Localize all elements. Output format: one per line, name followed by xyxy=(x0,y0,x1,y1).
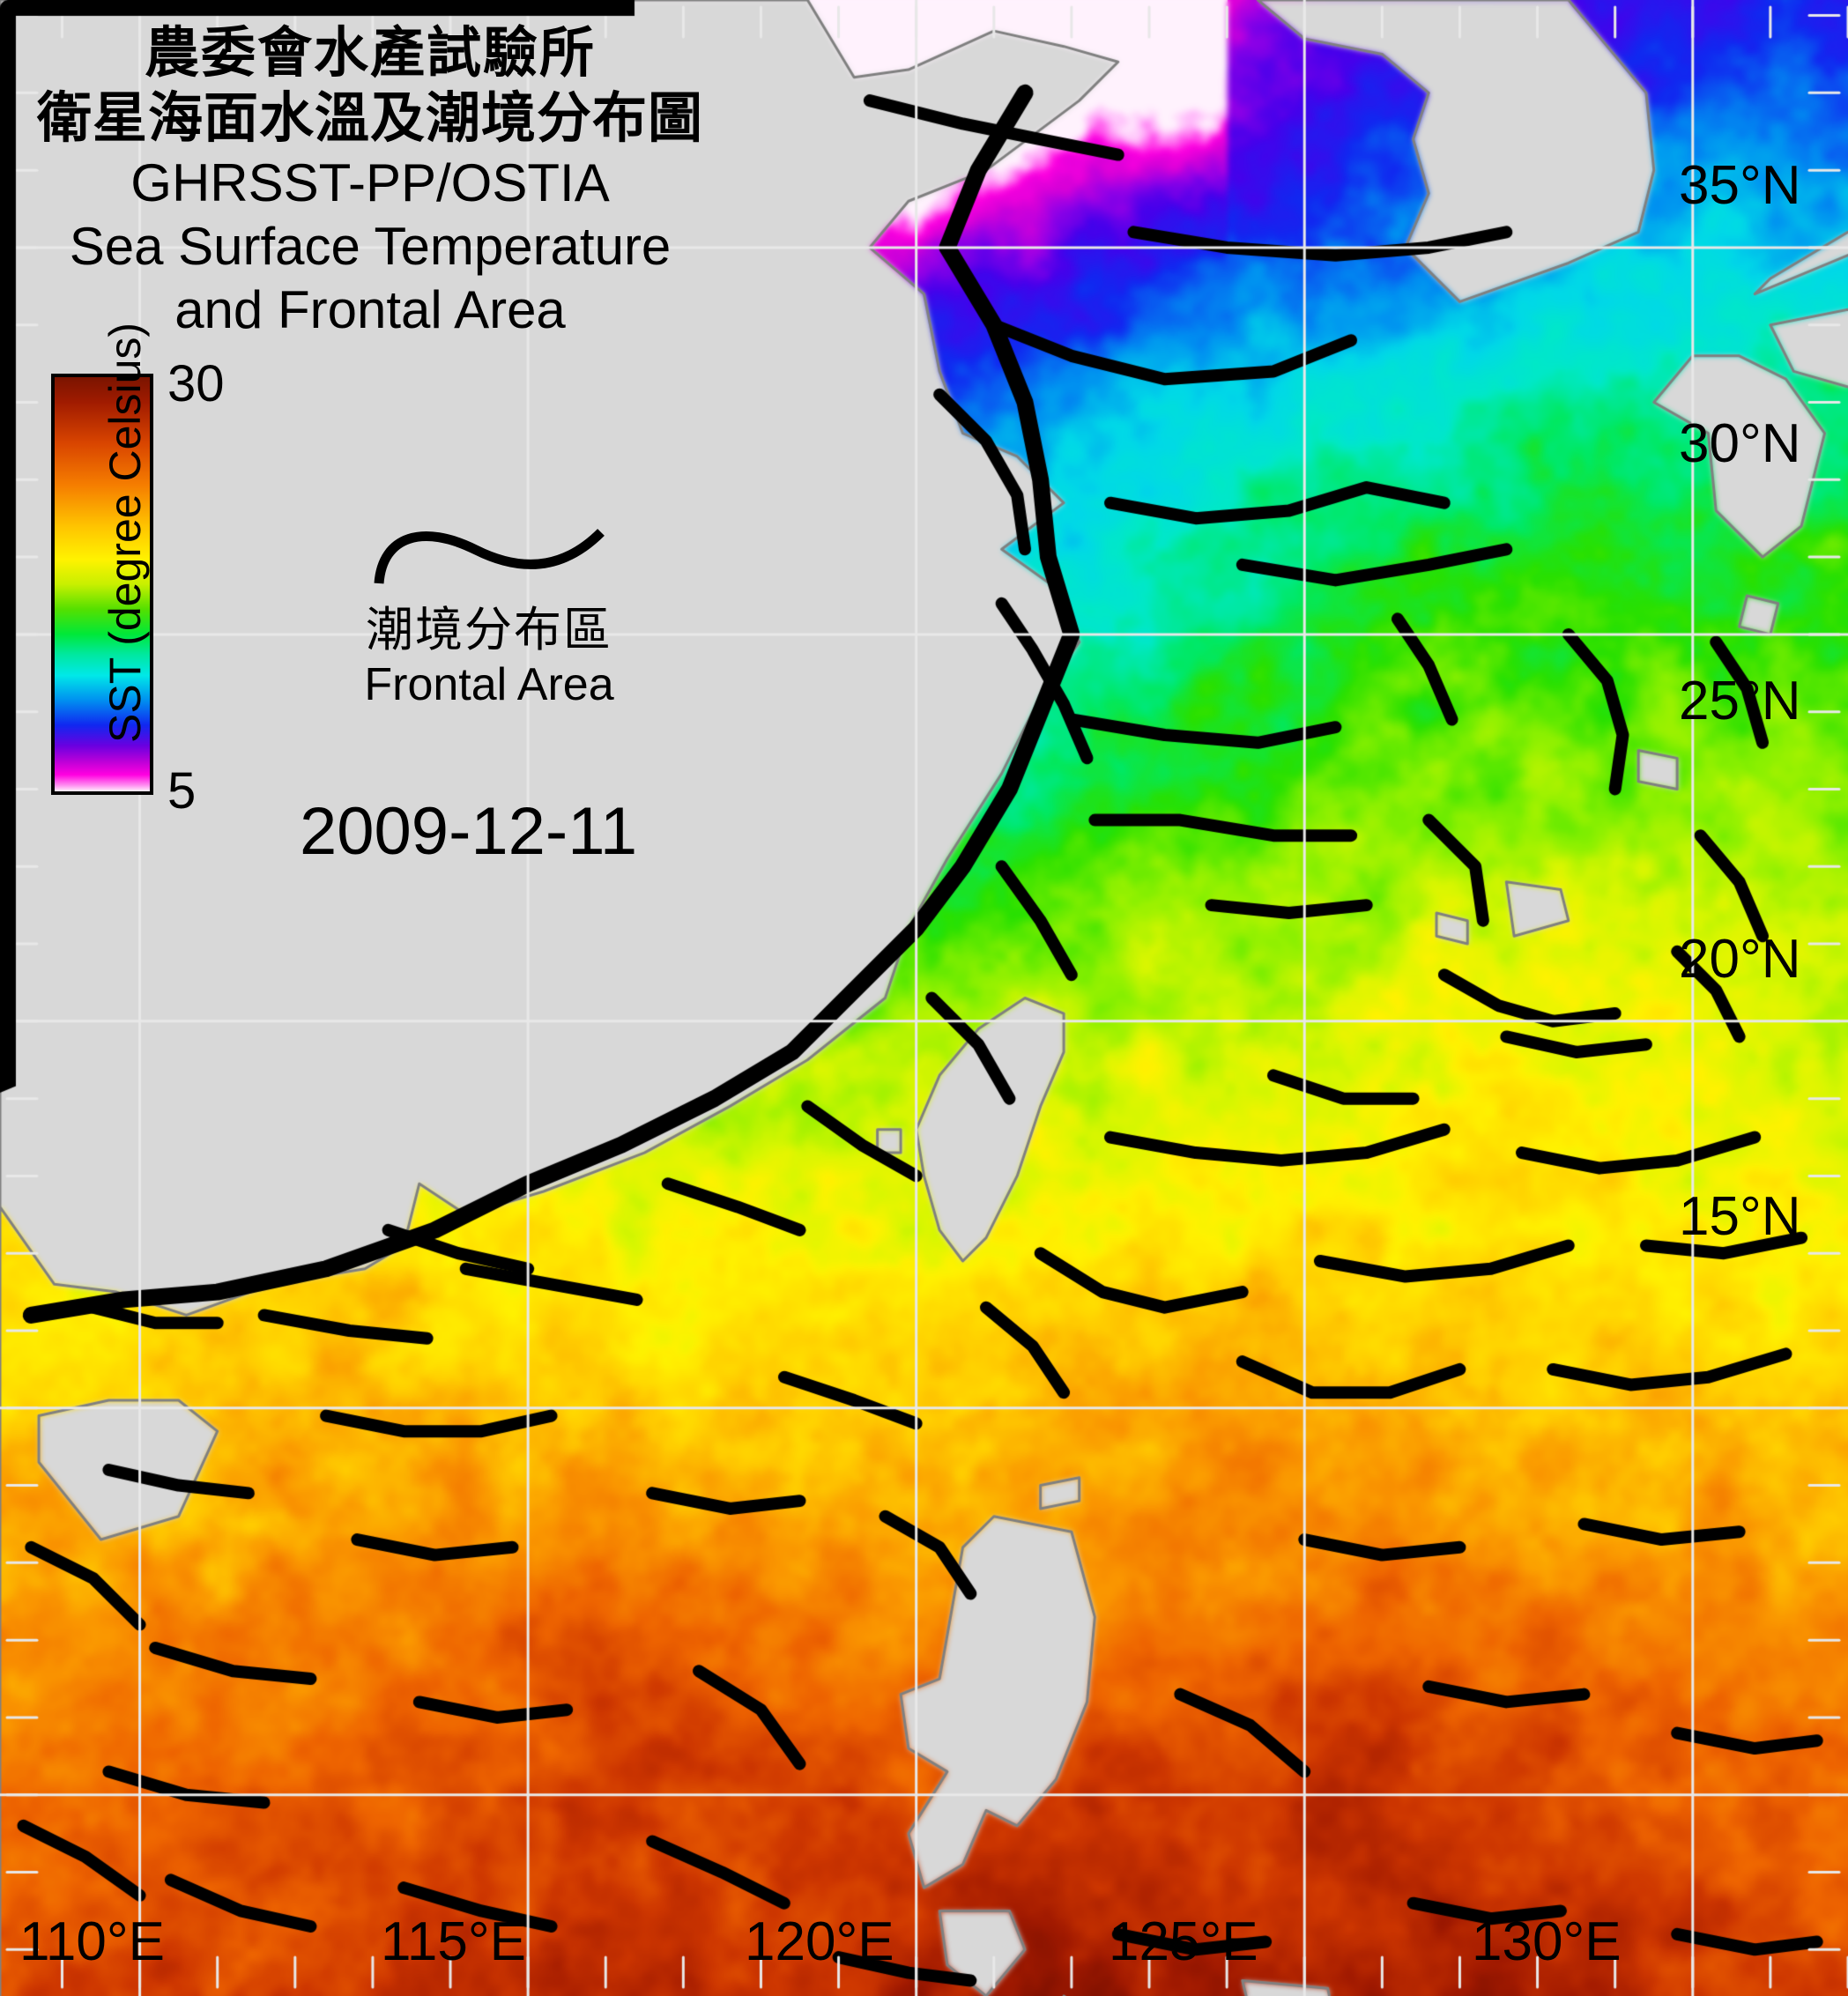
lon-label-110e: 110°E xyxy=(19,1911,165,1972)
lon-label-130e: 130°E xyxy=(1472,1911,1622,1972)
lat-label-15n: 15°N xyxy=(1679,1186,1801,1247)
frontal-line-icon xyxy=(374,529,605,584)
frontal-area-legend: 潮境分布區 Frontal Area xyxy=(344,520,635,712)
lon-label-115e: 115°E xyxy=(381,1911,526,1972)
lat-label-20n: 20°N xyxy=(1679,929,1801,990)
frontal-legend-label-en: Frontal Area xyxy=(364,659,614,710)
frontal-legend-label-zh: 潮境分布區 xyxy=(366,604,612,657)
colorbar-max-label: 30 xyxy=(167,355,225,412)
colorbar-min-label: 5 xyxy=(167,762,197,820)
lon-label-120e: 120°E xyxy=(745,1911,894,1972)
lat-label-25n: 25°N xyxy=(1679,671,1801,731)
sst-colorbar xyxy=(51,374,153,795)
lon-label-125e: 125°E xyxy=(1109,1911,1258,1972)
date-label: 2009-12-11 xyxy=(300,794,638,869)
sst-colorbar-group: 30 5 SST (degree Celsius) xyxy=(51,322,225,820)
lat-label-35n: 35°N xyxy=(1679,155,1801,216)
colorbar-axis-label: SST (degree Celsius) xyxy=(100,322,150,743)
lat-label-30n: 30°N xyxy=(1679,413,1801,474)
